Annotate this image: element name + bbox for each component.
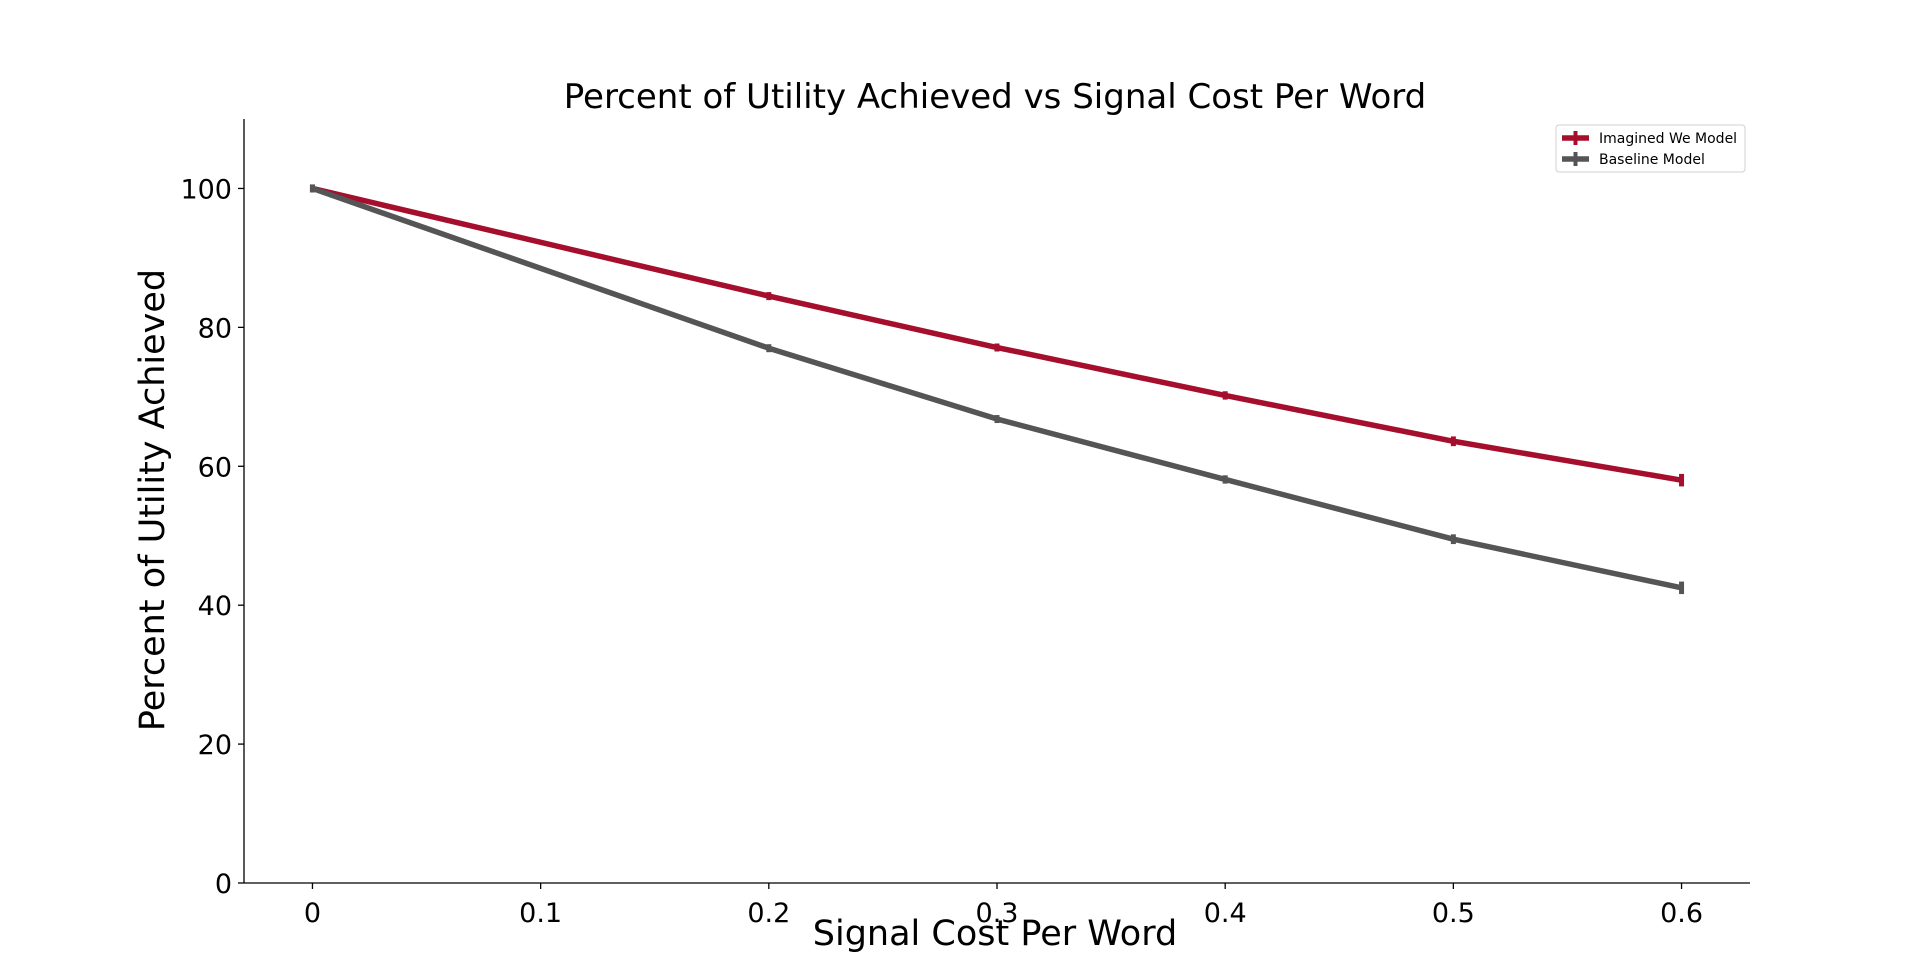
x-tick-label: 0.4: [1204, 898, 1247, 929]
legend-label: Baseline Model: [1599, 152, 1705, 168]
series-0: [309, 184, 1685, 487]
series-1: [309, 184, 1685, 595]
legend-box: [1555, 124, 1746, 173]
legend: Imagined We Model Baseline Model: [1555, 124, 1746, 173]
y-tick-label: 60: [198, 452, 232, 483]
legend-entry: Imagined We Model: [1562, 131, 1737, 147]
x-axis-label: Signal Cost Per Word: [813, 914, 1177, 954]
y-tick-label: 40: [198, 591, 232, 622]
x-tick-label: 0.5: [1432, 898, 1475, 929]
y-tick-label: 100: [180, 174, 232, 205]
x-tick-label: 0.3: [976, 898, 1019, 929]
y-axis-label: Percent of Utility Achieved: [133, 269, 173, 731]
series-line: [311, 185, 1683, 591]
series-group: [309, 184, 1685, 595]
x-tick-label: 0.2: [747, 898, 790, 929]
legend-label: Imagined We Model: [1599, 131, 1737, 147]
y-tick-label: 0: [215, 869, 232, 900]
x-tick-label: 0.1: [519, 898, 562, 929]
y-tick-label: 20: [198, 730, 232, 761]
y-tick-label: 80: [198, 313, 232, 344]
series-line: [311, 185, 1683, 483]
x-tick-label: 0: [304, 898, 321, 929]
legend-entry: Baseline Model: [1562, 152, 1705, 168]
axes: 0 0.1 0.2 0.3 0.4 0.5 0.6 0 20 40 60 80 100: [180, 119, 1750, 929]
x-tick-label: 0.6: [1660, 898, 1703, 929]
chart-title: Percent of Utility Achieved vs Signal Co…: [564, 77, 1427, 117]
